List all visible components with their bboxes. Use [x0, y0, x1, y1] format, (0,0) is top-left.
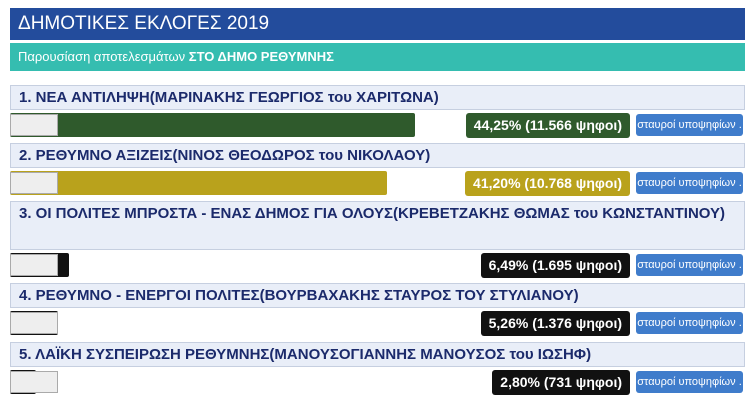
candidates-button[interactable]: σταυροί υποψηφίων . . . [636, 172, 743, 211]
result-label: 2,80% (731 ψηφοι) [492, 370, 630, 395]
party-name: 2. ΡΕΘΥΜΝΟ ΑΞΙΖΕΙΣ(ΝΙΝΟΣ ΘΕΟΔΩΡΟΣ του ΝΙ… [10, 143, 745, 168]
party-name: 4. ΡΕΘΥΜΝΟ - ΕΝΕΡΓΟΙ ΠΟΛΙΤΕΣ(ΒΟΥΡΒΑΧΑΚΗΣ… [10, 283, 745, 308]
result-bar [10, 171, 387, 195]
party-logo [10, 312, 58, 334]
subheader-bold: ΣΤΟ ΔΗΜΟ ΡΕΘΥΜΝΗΣ [188, 49, 334, 64]
party-name: 5. ΛΑΪΚΗ ΣΥΣΠΕΙΡΩΣΗ ΡΕΘΥΜΝΗΣ(ΜΑΝΟΥΣΟΓΙΑΝ… [10, 342, 745, 367]
header-title: ΔΗΜΟΤΙΚΕΣ ΕΚΛΟΓΕΣ 2019 [10, 8, 745, 40]
party-logo [10, 371, 58, 393]
subheader-text: Παρουσίαση αποτελεσμάτων [18, 49, 186, 64]
party-logo [10, 172, 58, 194]
subheader: Παρουσίαση αποτελεσμάτων ΣΤΟ ΔΗΜΟ ΡΕΘΥΜΝ… [10, 43, 745, 71]
result-label: 6,49% (1.695 ψηφοι) [480, 253, 630, 278]
candidates-button[interactable]: σταυροί υποψηφίων . . . [636, 371, 743, 402]
party-name: 3. ΟΙ ΠΟΛΙΤΕΣ ΜΠΡΟΣΤΑ - ΕΝΑΣ ΔΗΜΟΣ ΓΙΑ Ο… [10, 201, 745, 250]
party-logo [10, 114, 58, 136]
candidates-button[interactable]: σταυροί υποψηφίων . . . [636, 254, 743, 293]
result-bar [10, 113, 415, 137]
party-name: 1. ΝΕΑ ΑΝΤΙΛΗΨΗ(ΜΑΡΙΝΑΚΗΣ ΓΕΩΡΓΙΟΣ του Χ… [10, 85, 745, 110]
result-label: 5,26% (1.376 ψηφοι) [480, 311, 630, 336]
party-logo [10, 254, 58, 276]
result-label: 44,25% (11.566 ψηφοι) [465, 113, 630, 138]
candidates-button[interactable]: σταυροί υποψηφίων . . . [636, 312, 743, 351]
candidates-button[interactable]: σταυροί υποψηφίων . . . [636, 114, 743, 153]
result-label: 41,20% (10.768 ψηφοι) [465, 171, 630, 196]
